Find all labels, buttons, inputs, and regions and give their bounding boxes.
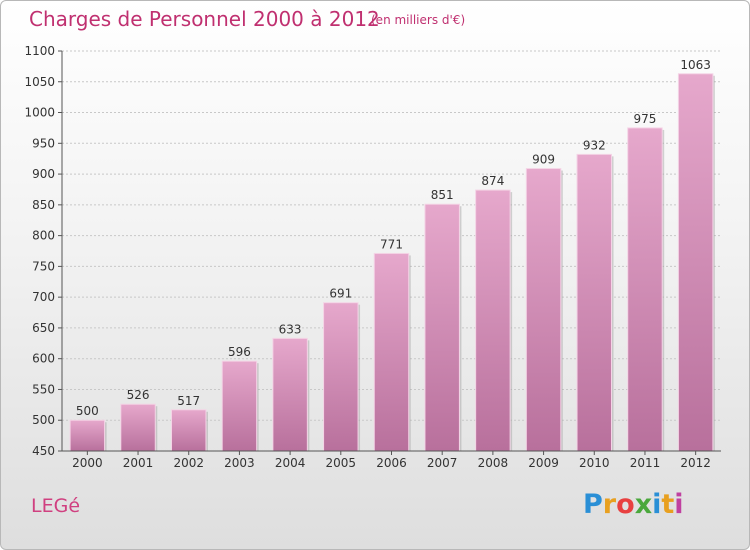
data-label: 500 — [76, 404, 99, 418]
logo-letter: P — [583, 489, 603, 520]
logo-letter: x — [634, 489, 653, 520]
bar — [170, 409, 207, 452]
data-label: 526 — [127, 388, 150, 402]
y-tick-label: 550 — [32, 382, 55, 396]
bar — [677, 73, 714, 452]
logo-letter: i — [652, 489, 662, 520]
bar — [221, 360, 258, 452]
x-tick-label: 2006 — [376, 456, 407, 470]
data-label: 633 — [279, 322, 302, 336]
commune-name: LEGé — [31, 495, 81, 517]
data-label: 1063 — [680, 58, 711, 72]
bar — [424, 203, 460, 452]
y-tick-label: 800 — [32, 229, 55, 243]
y-tick-label: 750 — [32, 259, 55, 273]
y-tick-label: 700 — [32, 290, 55, 304]
bars: 500 526 517 596 633 691 771 851 874 909 932 975 1063 — [69, 58, 715, 452]
x-tick-label: 2002 — [173, 456, 204, 470]
y-tick-label: 600 — [32, 352, 55, 366]
y-tick-label: 650 — [32, 321, 55, 335]
x-tick-label: 2007 — [427, 456, 458, 470]
x-tick-label: 2012 — [680, 456, 711, 470]
x-tick-label: 2001 — [123, 456, 154, 470]
data-label: 909 — [532, 153, 555, 167]
bar — [525, 168, 562, 452]
logo-letter: t — [661, 489, 675, 520]
data-label: 932 — [583, 138, 606, 152]
bar — [475, 189, 511, 452]
logo-letter: o — [616, 489, 635, 520]
proxiti-logo[interactable]: Proxiti — [583, 489, 684, 520]
x-tick-label: 2011 — [630, 456, 661, 470]
data-label: 596 — [228, 345, 251, 359]
chart-subtitle: (en milliers d'€) — [371, 13, 466, 27]
data-label: 771 — [380, 237, 403, 251]
data-label: 691 — [329, 287, 352, 301]
bar — [272, 337, 308, 452]
x-tick-label: 2003 — [224, 456, 255, 470]
y-tick-label: 1000 — [24, 106, 55, 120]
bar — [120, 403, 156, 452]
bar — [576, 153, 613, 452]
y-tick-label: 850 — [32, 198, 55, 212]
chart-title: Charges de Personnel 2000 à 2012 — [29, 7, 380, 31]
x-tick-label: 2005 — [326, 456, 357, 470]
x-tick-label: 2004 — [275, 456, 306, 470]
y-tick-label: 1100 — [24, 44, 55, 58]
logo-letter: r — [602, 489, 617, 520]
data-label: 851 — [431, 188, 454, 202]
y-tick-label: 500 — [32, 413, 55, 427]
data-label: 975 — [634, 112, 657, 126]
bar — [69, 419, 106, 452]
bar — [627, 127, 663, 452]
y-tick-label: 900 — [32, 167, 55, 181]
x-tick-label: 2009 — [528, 456, 559, 470]
y-tick-label: 1050 — [24, 75, 55, 89]
x-tick-label: 2008 — [478, 456, 509, 470]
x-tick-label: 2010 — [579, 456, 610, 470]
data-label: 517 — [177, 394, 200, 408]
axes: 450 500 550 600 650 700 750 800 850 900 950 1000 105… — [24, 44, 721, 470]
bar — [373, 252, 410, 452]
bar — [323, 302, 359, 452]
y-tick-label: 950 — [32, 136, 55, 150]
y-tick-label: 450 — [32, 444, 55, 458]
data-label: 874 — [481, 174, 504, 188]
logo-letter: i — [674, 489, 684, 520]
x-tick-label: 2000 — [72, 456, 103, 470]
